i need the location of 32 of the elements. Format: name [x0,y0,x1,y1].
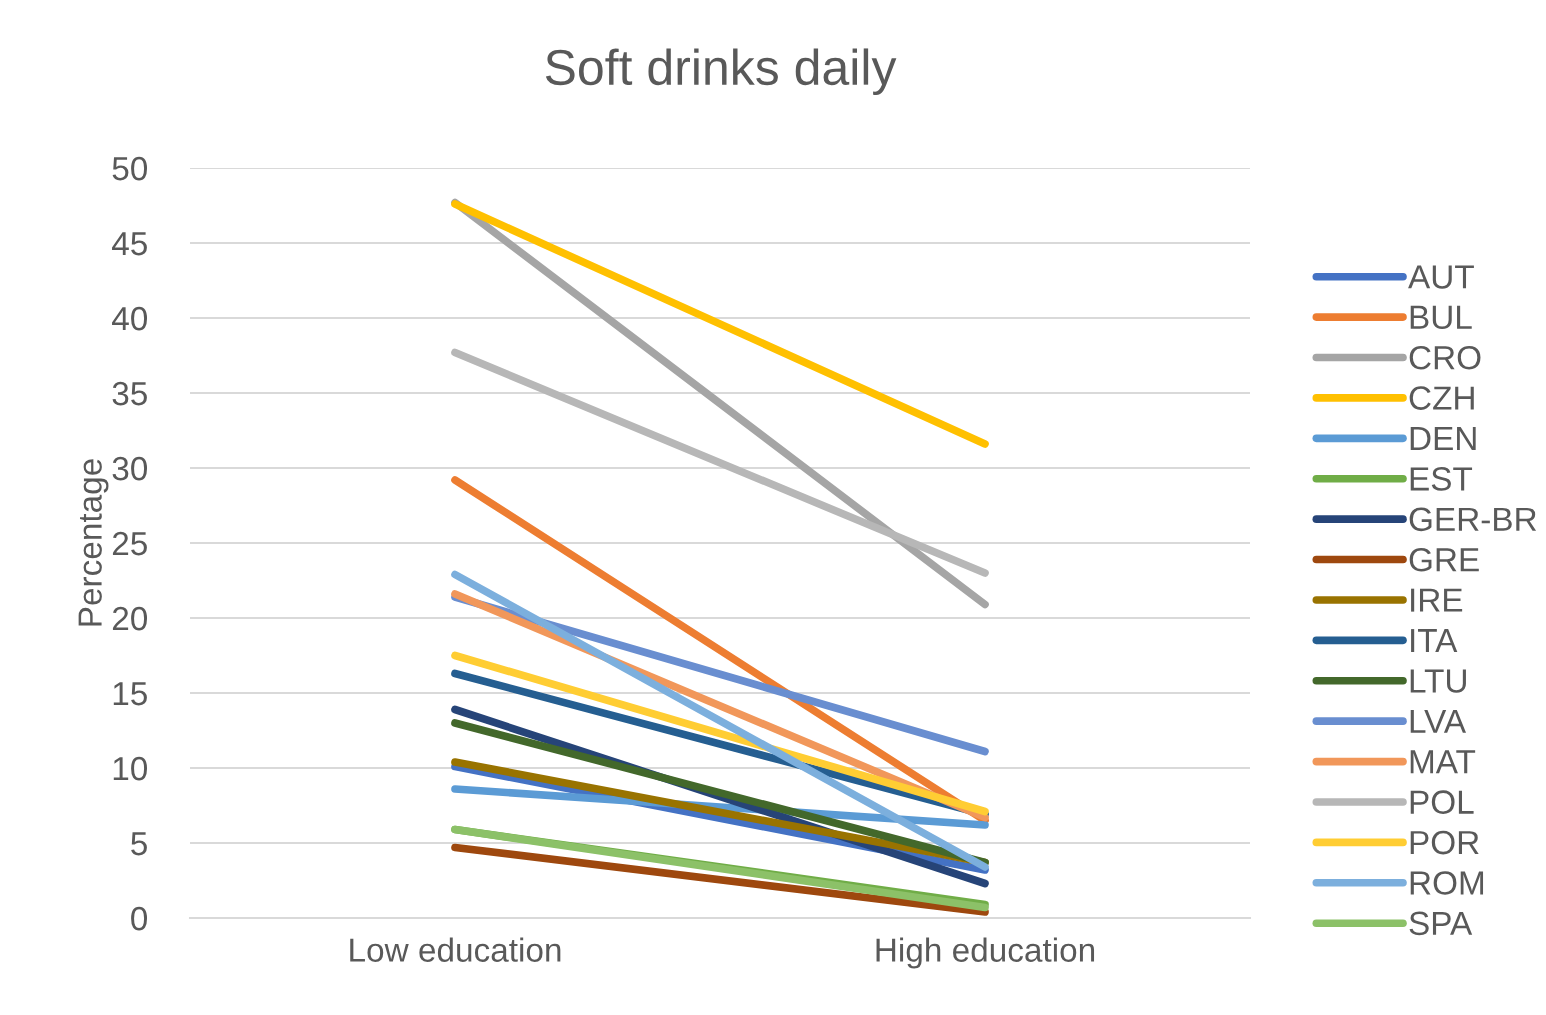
legend-label: POR [1410,830,1479,855]
legend-label: IRE [1411,588,1463,612]
x-tick-label: Low education [350,937,561,962]
legend-label: CRO [1409,345,1481,370]
y-tick-label: 45 [112,232,147,256]
x-tick-label: High education [876,937,1095,969]
y-tick-label: 10 [113,756,148,781]
y-tick-label: 5 [131,832,147,856]
legend-label: MAT [1410,750,1476,774]
legend-label: GRE [1409,547,1479,572]
y-tick-label: 50 [112,156,148,181]
legend-label: BUL [1410,305,1472,330]
y-tick-label: 25 [112,531,147,556]
legend-label: GER-BR [1409,507,1537,532]
legend-label: AUT [1408,265,1474,289]
legend-label: POL [1410,790,1474,814]
chart-title: Soft drinks daily [545,48,897,96]
y-tick-label: 35 [112,381,147,406]
y-tick-label: 30 [112,456,148,481]
y-tick-label: 15 [113,682,147,706]
y-tick-label: 20 [112,606,148,631]
legend-label: LTU [1410,669,1466,693]
legend-label: CZH [1409,386,1474,410]
legend-label: LVA [1410,709,1467,733]
y-tick-label: 40 [112,306,148,331]
legend-label: ITA [1411,629,1458,653]
legend-label: ROM [1410,871,1484,895]
legend-label: SPA [1409,911,1473,936]
legend-label: EST [1410,467,1473,491]
y-axis-title: Percentage [78,459,109,626]
legend-label: DEN [1410,427,1476,450]
y-tick-label: 0 [131,906,148,931]
